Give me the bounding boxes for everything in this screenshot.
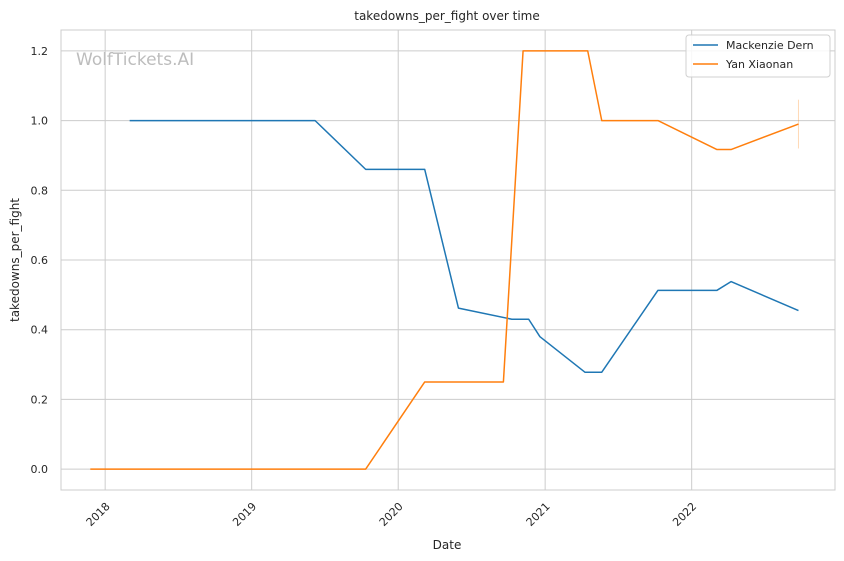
y-tick-label: 1.2 — [31, 45, 49, 58]
x-axis-label: Date — [433, 538, 462, 552]
y-tick-label: 1.0 — [31, 115, 49, 128]
series-layer — [90, 50, 799, 470]
legend-label-yan-xiaonan: Yan Xiaonan — [725, 58, 793, 71]
y-axis-label: takedowns_per_fight — [8, 198, 22, 322]
y-tick-label: 0.0 — [31, 463, 49, 476]
y-tick-label: 0.4 — [31, 324, 49, 337]
legend-label-mackenzie-dern: Mackenzie Dern — [726, 39, 814, 52]
y-axis-ticks: 0.0 0.2 0.4 0.6 0.8 1.0 1.2 — [31, 45, 49, 476]
y-tick-label: 0.6 — [31, 254, 49, 267]
legend: Mackenzie Dern Yan Xiaonan — [685, 34, 831, 78]
series-line-mackenzie-dern — [129, 119, 799, 373]
series-line-yan-xiaonan — [90, 50, 799, 470]
legend-box — [685, 34, 831, 78]
plot-area-frame — [60, 29, 836, 491]
watermark: WolfTickets.AI — [76, 50, 194, 70]
y-tick-label: 0.2 — [31, 393, 49, 406]
y-tick-label: 0.8 — [31, 184, 49, 197]
chart-title: takedowns_per_fight over time — [354, 9, 540, 23]
